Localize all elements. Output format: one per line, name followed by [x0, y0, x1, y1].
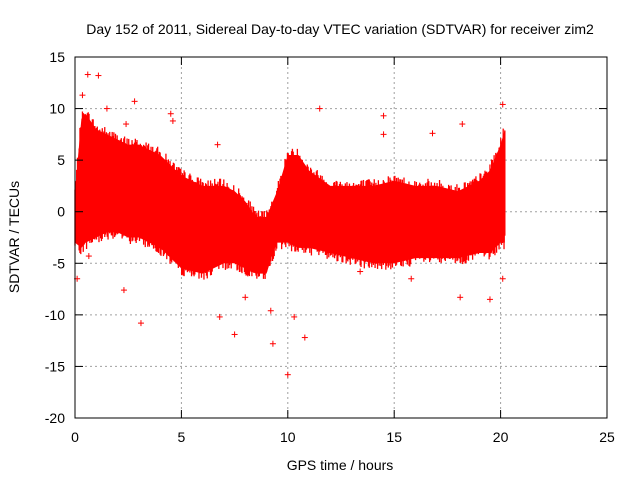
outlier-point [301, 334, 308, 341]
outlier-point [131, 98, 138, 105]
outlier-point [284, 371, 291, 378]
outlier-point [316, 105, 323, 112]
x-tick-label: 5 [178, 429, 186, 445]
outlier-point [79, 92, 86, 99]
x-tick-label: 15 [386, 429, 402, 445]
y-tick-label: 15 [49, 49, 65, 65]
outlier-point [380, 112, 387, 119]
outlier-point [457, 294, 464, 301]
y-tick-label: 0 [57, 204, 65, 220]
plot-frame [74, 56, 608, 419]
x-tick-label: 25 [599, 429, 615, 445]
outlier-point [499, 101, 506, 108]
outlier-point [269, 340, 276, 347]
outlier-point [137, 320, 144, 327]
outlier-point [408, 275, 415, 282]
outlier-point [242, 294, 249, 301]
x-tick-label: 10 [280, 429, 296, 445]
y-tick-label: -20 [45, 410, 65, 426]
chart-title: Day 152 of 2011, Sidereal Day-to-day VTE… [86, 21, 594, 37]
outlier-point [267, 307, 274, 314]
y-tick-label: 5 [57, 152, 65, 168]
y-tick-label: -5 [53, 255, 66, 271]
outlier-point [486, 296, 493, 303]
data-band [75, 113, 505, 274]
y-tick-label: -15 [45, 358, 65, 374]
outlier-point [214, 141, 221, 148]
outlier-point [103, 105, 110, 112]
outlier-point [380, 131, 387, 138]
outlier-point [85, 253, 92, 260]
y-tick-label: -10 [45, 307, 65, 323]
outlier-point [291, 313, 298, 320]
outlier-point [429, 130, 436, 137]
outlier-point [84, 71, 91, 78]
data-layer [74, 71, 506, 378]
x-axis-title: GPS time / hours [287, 457, 394, 473]
x-tick-label: 20 [493, 429, 509, 445]
y-tick-label: 10 [49, 101, 65, 117]
outlier-point [120, 287, 127, 294]
outlier-point [231, 331, 238, 338]
outlier-point [357, 268, 364, 275]
outlier-point [499, 275, 506, 282]
tick-layer: 0 5 10 15 20 25 -20 -15 -10 -5 0 5 10 15 [45, 49, 615, 445]
outlier-point [169, 117, 176, 124]
outlier-point [123, 121, 130, 128]
outlier-point [167, 110, 174, 117]
outlier-point [459, 121, 466, 128]
outlier-point [95, 72, 102, 79]
outlier-point [216, 313, 223, 320]
x-tick-label: 0 [71, 429, 79, 445]
y-axis-title: SDTVAR / TECUs [6, 181, 22, 293]
